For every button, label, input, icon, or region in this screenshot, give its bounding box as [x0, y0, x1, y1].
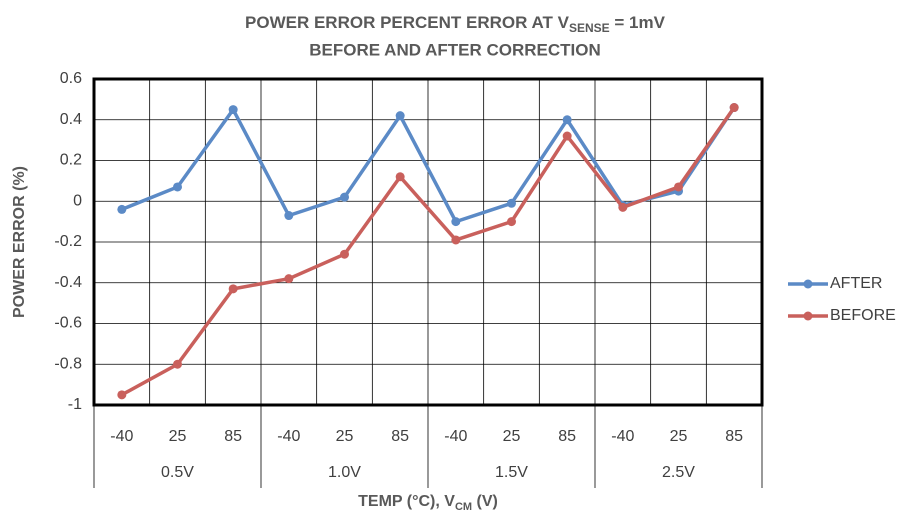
data-point: [507, 198, 516, 208]
title-subscript: SENSE: [569, 21, 610, 35]
y-tick-label: -1: [68, 396, 82, 413]
data-point: [284, 274, 294, 284]
legend-marker: [803, 311, 813, 321]
data-point: [507, 217, 516, 227]
series-line: [120, 106, 736, 397]
group-label: 1.5V: [495, 464, 528, 481]
data-point: [395, 111, 405, 121]
data-point: [173, 182, 182, 192]
data-point: [395, 172, 405, 182]
legend-marker: [803, 279, 813, 289]
x-tick-label: 25: [670, 428, 688, 445]
chart-subtitle: BEFORE AND AFTER CORRECTION: [309, 40, 601, 59]
data-point: [618, 202, 628, 212]
data-point: [284, 211, 294, 221]
x-axis-title: TEMP (°C), VCM (V): [358, 493, 498, 513]
x-title-part: (V): [472, 493, 498, 510]
x-tick-label: 85: [224, 428, 242, 445]
data-point: [117, 390, 127, 400]
group-label: 0.5V: [161, 464, 194, 481]
y-tick-label: 0.2: [60, 152, 82, 169]
x-tick-label: -40: [611, 428, 634, 445]
data-point: [562, 115, 572, 125]
legend-label: BEFORE: [830, 307, 896, 324]
x-tick-label: 85: [558, 428, 576, 445]
data-point: [228, 105, 238, 115]
x-tick-label: 25: [169, 428, 187, 445]
y-tick-label: -0.8: [54, 355, 82, 372]
y-tick-label: -0.2: [54, 233, 82, 250]
data-point: [562, 131, 572, 141]
title-part: POWER ERROR PERCENT ERROR AT V: [245, 13, 570, 32]
x-tick-label: -40: [277, 428, 300, 445]
data-point: [451, 235, 461, 245]
data-point: [340, 192, 349, 202]
group-label: 2.5V: [662, 464, 695, 481]
x-tick-label: 85: [391, 428, 409, 445]
y-tick-label: 0: [73, 192, 82, 209]
x-tick-label: 25: [503, 428, 521, 445]
data-point: [228, 284, 238, 294]
x-tick-label: -40: [110, 428, 133, 445]
x-title-part: TEMP (°C), V: [358, 493, 455, 510]
data-point: [674, 182, 683, 192]
x-tick-label: 85: [725, 428, 743, 445]
y-tick-label: -0.4: [54, 274, 82, 291]
x-title-subscript: CM: [455, 501, 472, 513]
y-axis-title: POWER ERROR (%): [11, 166, 28, 318]
y-tick-label: -0.6: [54, 315, 82, 332]
data-point: [451, 217, 461, 227]
group-label: 1.0V: [328, 464, 361, 481]
y-tick-label: 0.4: [60, 111, 82, 128]
x-tick-label: 25: [336, 428, 354, 445]
title-part: = 1mV: [610, 13, 666, 32]
data-point: [729, 103, 739, 113]
data-point: [340, 249, 349, 259]
legend-label: AFTER: [830, 275, 882, 292]
y-tick-label: 0.6: [60, 70, 82, 87]
data-point: [117, 204, 127, 214]
x-tick-label: -40: [444, 428, 467, 445]
data-point: [173, 359, 182, 369]
chart-title: POWER ERROR PERCENT ERROR AT VSENSE = 1m…: [245, 13, 666, 35]
